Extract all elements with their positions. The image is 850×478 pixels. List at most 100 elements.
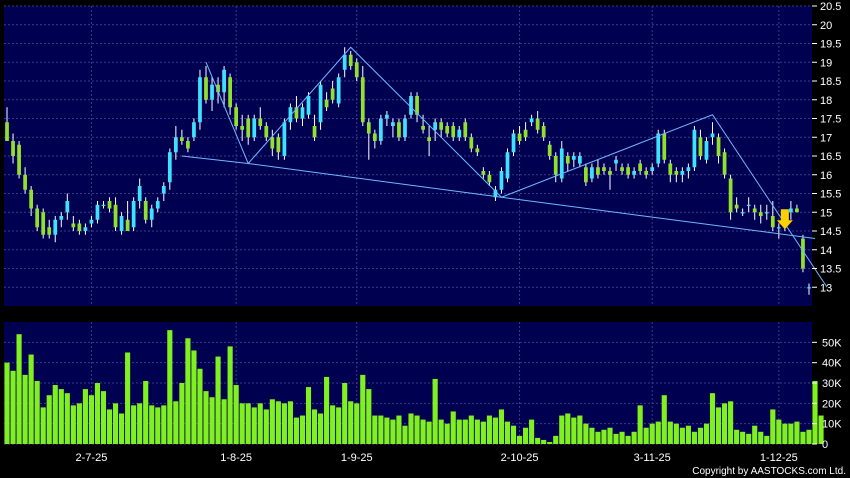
candle-body: [210, 84, 214, 100]
candle: [258, 107, 263, 130]
volume-bar: [4, 362, 10, 444]
volume-bar: [414, 415, 420, 444]
volume-bar: [372, 415, 378, 444]
volume-tick-label: 50K: [822, 337, 842, 349]
candle: [210, 77, 214, 111]
candle-body: [354, 62, 359, 78]
volume-bar: [462, 419, 468, 444]
date-tick-label: 2-10-25: [501, 452, 539, 464]
candle-body: [614, 159, 618, 164]
candle-body: [644, 171, 649, 175]
candle-body: [360, 77, 365, 123]
volume-bar: [649, 423, 655, 444]
candle: [246, 114, 251, 145]
candle: [71, 216, 76, 231]
date-tick-label: 3-11-25: [634, 452, 671, 464]
volume-bar: [691, 431, 697, 444]
candle: [318, 81, 323, 130]
candle: [288, 103, 293, 130]
volume-bar: [474, 419, 480, 444]
candle-body: [493, 189, 498, 198]
volume-bar: [137, 403, 143, 444]
volume-bar: [221, 399, 227, 444]
candle: [155, 197, 160, 213]
candle-body: [306, 96, 311, 115]
candle-body: [324, 99, 329, 108]
volume-bar: [10, 370, 16, 444]
volume-bar: [149, 405, 155, 444]
candle: [789, 201, 793, 220]
volume-bar: [257, 403, 263, 444]
candle-body: [385, 114, 389, 119]
price-tick-label: 14.5: [820, 226, 841, 238]
candle: [161, 182, 166, 201]
volume-bar: [305, 387, 312, 444]
candle: [764, 204, 769, 220]
price-tick-label: 14: [820, 245, 832, 257]
volume-bar: [553, 435, 559, 444]
candle-body: [348, 54, 353, 66]
price-tick-label: 13: [820, 282, 832, 294]
volume-bar: [583, 423, 589, 444]
volume-series: [4, 330, 824, 444]
candle: [131, 197, 136, 231]
price-tick-label: 15: [820, 207, 832, 219]
volume-bar: [764, 435, 770, 444]
candle-body: [553, 156, 558, 175]
volume-bar: [251, 407, 257, 444]
candle: [65, 193, 70, 220]
date-tick-label: 1-12-25: [760, 452, 798, 464]
price-tick-label: 17: [820, 132, 832, 144]
candle: [348, 51, 353, 70]
volume-bar: [673, 423, 679, 444]
candle-body: [795, 208, 799, 213]
volume-bar: [143, 380, 149, 444]
volume-bar: [396, 415, 402, 444]
candle: [752, 204, 757, 220]
candle-body: [288, 107, 293, 123]
volume-bar: [535, 437, 541, 444]
candle-body: [487, 174, 492, 183]
volume-bar: [197, 368, 203, 444]
candle: [95, 201, 100, 224]
candle-body: [59, 216, 64, 220]
volume-tick-label: 0: [822, 439, 828, 451]
volume-bar: [601, 429, 607, 444]
volume-bar: [299, 415, 306, 444]
candle-body: [541, 126, 546, 138]
price-tick-label: 17.5: [820, 114, 841, 126]
volume-bar: [607, 427, 613, 444]
candle: [324, 92, 329, 111]
candle: [228, 73, 232, 115]
candle-body: [258, 118, 263, 126]
volume-bar: [378, 415, 384, 444]
candle: [746, 197, 751, 213]
candle: [668, 159, 673, 183]
volume-bar: [595, 431, 601, 444]
volume-bar: [565, 413, 571, 444]
candle: [608, 167, 612, 190]
candle-body: [312, 126, 317, 138]
volume-bar: [625, 435, 631, 444]
candle: [614, 156, 618, 171]
candlestick-series: [5, 47, 811, 295]
volume-bar: [70, 405, 76, 444]
candle: [415, 92, 419, 123]
candle-body: [668, 163, 673, 175]
candle-body: [752, 208, 757, 213]
volume-bar: [281, 403, 287, 444]
candle: [354, 58, 359, 81]
candle: [366, 118, 371, 160]
price-tick-label: 20.5: [820, 1, 841, 13]
candle: [270, 129, 275, 156]
volume-bar: [613, 433, 619, 444]
candle-body: [511, 133, 516, 153]
candle-body: [95, 204, 100, 220]
copyright-text: Copyright by AASTOCKS.com Ltd.: [692, 466, 846, 477]
candle-body: [252, 118, 257, 138]
candle-body: [746, 204, 751, 206]
candle: [577, 152, 582, 168]
volume-bar: [800, 431, 806, 444]
volume-bar: [631, 431, 637, 444]
volume-bar: [722, 403, 728, 444]
